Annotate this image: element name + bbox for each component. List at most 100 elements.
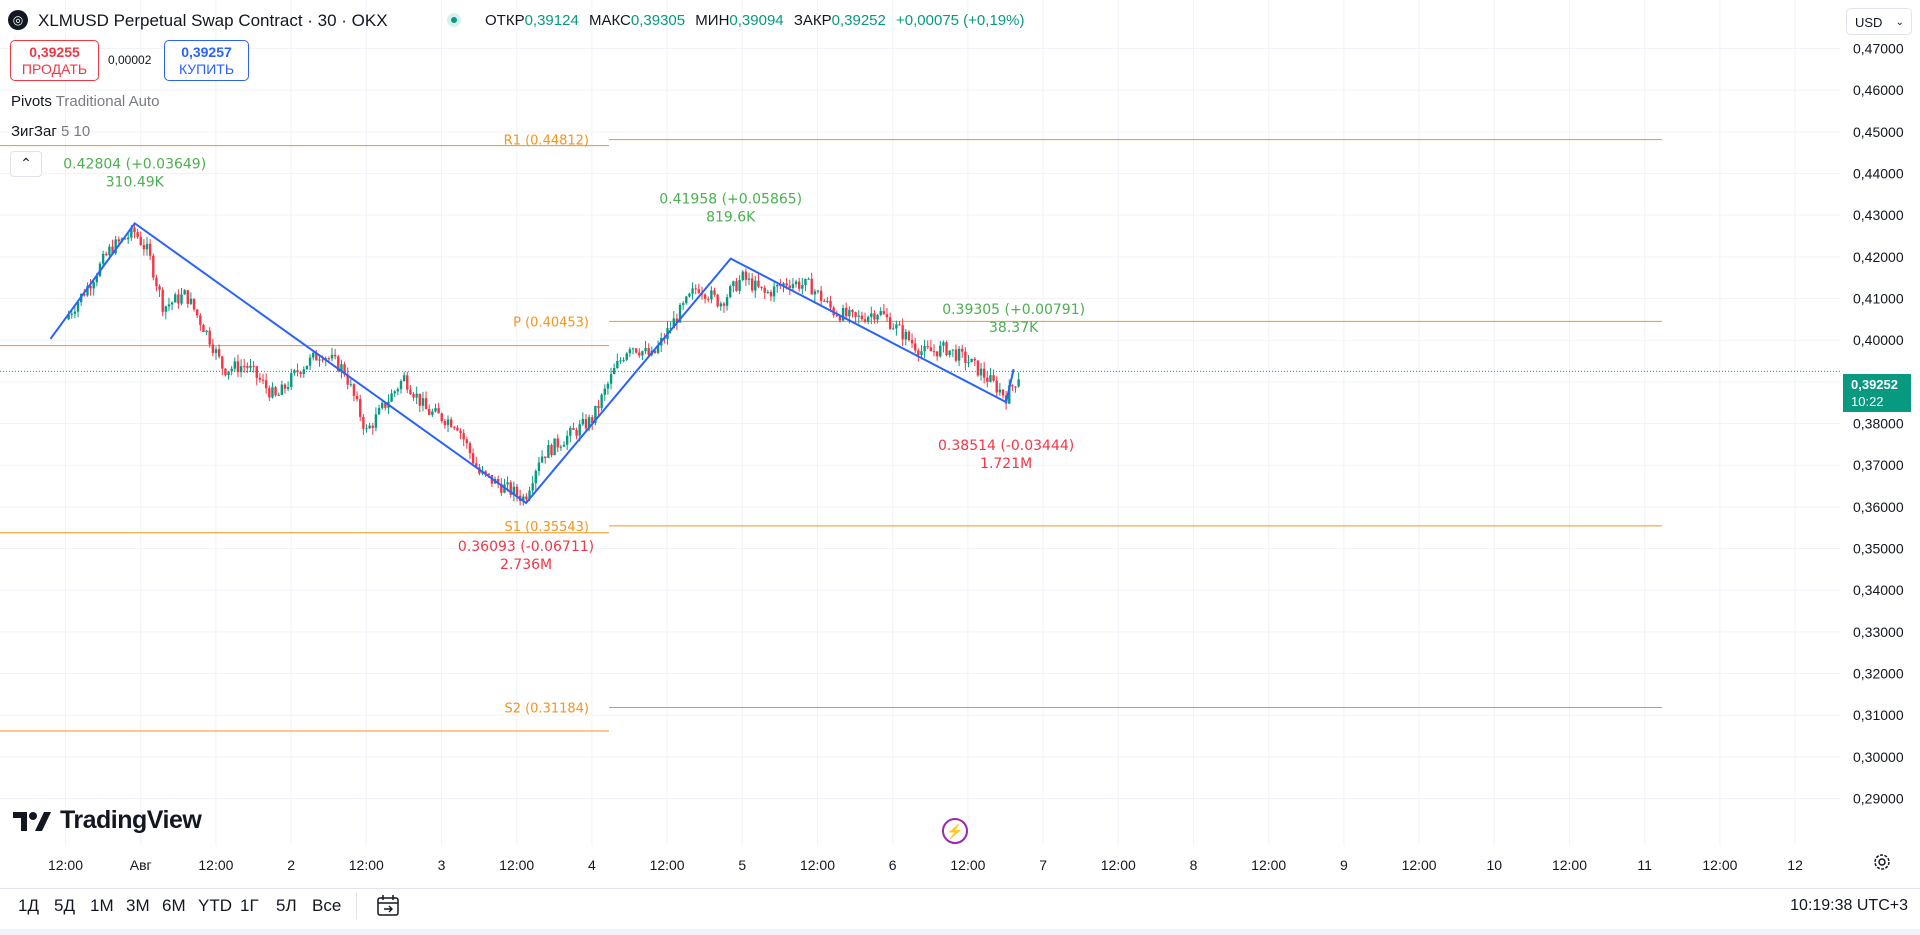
sell-button[interactable]: 0,39255 ПРОДАТЬ	[10, 40, 99, 81]
candle-body	[239, 366, 243, 373]
candle-body	[158, 286, 161, 290]
time-tick-label: 12:00	[950, 857, 985, 873]
candle-body	[594, 405, 597, 424]
candle-body	[243, 366, 246, 368]
candle-body	[89, 286, 92, 289]
chevron-up-icon: ⌃	[20, 155, 32, 171]
tradingview-logo-text[interactable]: TradingView	[60, 806, 202, 834]
candle-body	[224, 368, 227, 376]
candle-body	[716, 294, 719, 307]
candle-body	[95, 275, 99, 283]
candle-body	[515, 486, 519, 496]
candle-body	[293, 370, 296, 374]
range-button[interactable]: 5Л	[276, 896, 297, 915]
candle-body	[591, 417, 594, 424]
candle-body	[252, 365, 255, 367]
candle-body	[117, 239, 121, 242]
candle-body	[961, 348, 964, 352]
candle-body	[374, 414, 378, 428]
zigzag-indicator-legend[interactable]: ЗигЗаг 5 10	[11, 123, 90, 140]
candle-body	[876, 314, 879, 320]
clock-timezone[interactable]: 10:19:38 UTC+3	[1790, 897, 1908, 914]
candle-body	[180, 294, 183, 304]
candle-body	[973, 358, 976, 361]
candle-body	[691, 288, 694, 294]
candle-body	[101, 253, 105, 264]
candle-body	[192, 298, 196, 310]
price-tick-label: 0,32000	[1853, 666, 1904, 682]
range-button[interactable]: 6М	[162, 896, 186, 915]
candle-body	[67, 314, 70, 320]
candle-body	[741, 271, 744, 281]
candle-body	[1001, 389, 1005, 396]
candle-body	[318, 359, 321, 361]
range-button[interactable]: 3М	[126, 896, 150, 915]
candle-body	[468, 443, 472, 454]
candle-body	[506, 482, 509, 485]
range-button[interactable]: 5Д	[54, 896, 75, 915]
time-tick-label: 12:00	[48, 857, 83, 873]
candle-body	[797, 281, 801, 289]
gear-icon[interactable]	[1872, 852, 1892, 872]
candle-body	[904, 331, 907, 340]
price-tick-label: 0,40000	[1853, 332, 1904, 348]
candle-body	[898, 324, 901, 326]
range-button[interactable]: YTD	[198, 896, 232, 915]
candle-body	[255, 366, 258, 378]
tradingview-logo-icon[interactable]	[13, 806, 55, 836]
exchange-logo-icon: ◎	[8, 10, 28, 30]
price-tick-label: 0,33000	[1853, 624, 1904, 640]
buy-button[interactable]: 0,39257 КУПИТЬ	[164, 40, 249, 81]
time-tick-label: 12:00	[349, 857, 384, 873]
candle-body	[76, 302, 80, 312]
market-status-icon[interactable]	[447, 13, 461, 27]
lightning-icon[interactable]: ⚡	[942, 818, 968, 844]
ohlc-legend: ОТКР0,39124 МАКС0,39305 МИН0,39094 ЗАКР0…	[485, 12, 1030, 29]
time-tick-label: 12:00	[499, 857, 534, 873]
candle-body	[587, 417, 591, 429]
calendar-icon[interactable]	[375, 893, 401, 919]
candle-body	[860, 315, 864, 320]
symbol-title[interactable]: XLMUSD Perpetual Swap Contract · 30 · OK…	[38, 11, 388, 30]
time-tick-label: 12:00	[1402, 857, 1437, 873]
candle-body	[559, 446, 563, 448]
candle-body	[989, 375, 992, 382]
zigzag-volume-label: 38.37K	[989, 320, 1039, 336]
range-button[interactable]: Все	[312, 896, 342, 915]
candle-body	[136, 232, 139, 238]
zigzag-price-label: 0.41958 (+0.05865)	[659, 192, 802, 208]
currency-select[interactable]: USD ⌄	[1846, 8, 1912, 35]
candle-body	[757, 280, 760, 287]
candle-body	[766, 291, 770, 293]
pivots-indicator-legend[interactable]: Pivots Traditional Auto	[11, 93, 159, 110]
pivot-lines: R1 (0.44812) P (0.40453) S1 (0.35543) S2 (0…	[0, 134, 1662, 732]
candle-body	[565, 435, 569, 445]
candle-body	[622, 359, 625, 361]
candle-body	[233, 361, 237, 369]
candle-body	[202, 324, 205, 333]
chevron-down-icon: ⌄	[1895, 17, 1904, 28]
candle-body	[308, 357, 312, 366]
candle-body	[133, 227, 136, 233]
candle-body	[437, 408, 440, 414]
change-value: +0,00075 (+0,19%)	[896, 12, 1025, 29]
candle-body	[929, 347, 933, 352]
candle-body	[986, 377, 989, 382]
candle-body	[183, 290, 186, 295]
candle-body	[399, 381, 403, 390]
zigzag-line	[49, 221, 1015, 505]
price-tick-label: 0,31000	[1853, 707, 1904, 723]
range-button[interactable]: 1М	[90, 896, 114, 915]
candle-body	[152, 255, 155, 278]
candle-body	[471, 453, 475, 464]
range-button[interactable]: 1Д	[18, 896, 39, 915]
candle-body	[951, 349, 955, 351]
range-button[interactable]: 1Г	[240, 896, 259, 915]
candle-body	[274, 387, 277, 396]
candle-body	[675, 318, 679, 323]
collapse-legend-button[interactable]: ⌃	[10, 151, 42, 177]
price-tick-label: 0,47000	[1853, 41, 1904, 57]
time-tick-label: 8	[1190, 857, 1198, 873]
candle-body	[443, 420, 447, 426]
